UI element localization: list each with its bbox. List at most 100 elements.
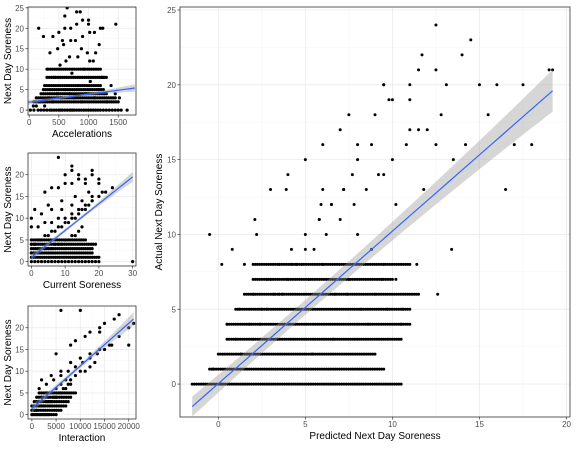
data-point [232, 322, 236, 326]
data-point [408, 83, 412, 87]
data-point [293, 262, 297, 266]
data-point [86, 108, 91, 112]
data-point [309, 277, 313, 281]
data-point [289, 277, 293, 281]
data-point [360, 382, 364, 386]
data-point [29, 225, 33, 229]
data-point [347, 352, 351, 356]
data-point [65, 7, 69, 10]
data-point [251, 292, 255, 296]
data-point [410, 292, 414, 296]
y-tick-label: 5 [172, 305, 177, 314]
data-point [64, 395, 68, 399]
data-point [379, 382, 383, 386]
data-point [249, 367, 253, 371]
data-point [397, 382, 401, 386]
data-point [71, 96, 76, 100]
data-point [31, 104, 35, 108]
data-point [63, 83, 67, 88]
data-point [353, 337, 357, 341]
data-point [313, 277, 317, 281]
data-point [54, 83, 58, 88]
data-point [75, 108, 79, 112]
data-point [269, 307, 273, 311]
data-point [85, 83, 89, 88]
data-point [364, 322, 368, 326]
confidence-band [28, 84, 135, 105]
data-point [65, 242, 69, 246]
data-point [382, 83, 386, 87]
data-point [256, 337, 260, 341]
data-point [388, 262, 392, 266]
data-point [86, 18, 91, 22]
data-point [89, 96, 93, 100]
data-point [29, 242, 33, 246]
data-point [64, 88, 68, 92]
data-point [284, 292, 288, 296]
data-point [89, 242, 93, 246]
data-point [329, 203, 333, 207]
data-point [371, 367, 375, 371]
data-point [265, 382, 269, 386]
data-point [94, 83, 98, 88]
panel-predicted: 0 5 10 15 20 0 5 10 15 20 25 Predicted Next Day Sor… [154, 6, 572, 442]
data-point [79, 47, 84, 51]
data-point [417, 128, 421, 132]
data-point [221, 352, 225, 356]
data-point [353, 382, 357, 386]
y-tick-label: 10 [15, 214, 24, 223]
data-point [274, 352, 278, 356]
data-point [368, 262, 372, 266]
data-point [73, 391, 78, 395]
data-point [359, 277, 363, 281]
data-point [267, 262, 271, 266]
data-point [397, 322, 401, 326]
data-point [76, 96, 80, 100]
data-point [326, 292, 330, 296]
data-point [44, 88, 48, 92]
y-tick-label: 25 [167, 6, 176, 15]
data-point [63, 220, 67, 225]
data-point [63, 108, 67, 112]
data-point [331, 352, 335, 356]
data-point [30, 404, 34, 408]
data-point [401, 292, 405, 296]
data-point [50, 260, 54, 264]
data-point [351, 277, 355, 281]
data-point [384, 262, 388, 266]
data-point [234, 307, 238, 311]
data-point [291, 307, 295, 311]
data-point [70, 203, 74, 207]
data-point [328, 292, 332, 296]
data-point [335, 337, 339, 341]
data-point [239, 382, 243, 386]
data-point [346, 337, 350, 341]
data-point [37, 26, 41, 30]
data-point [271, 292, 275, 296]
data-point [321, 143, 325, 147]
data-point [36, 96, 41, 100]
data-point [370, 337, 374, 341]
data-point [351, 322, 355, 326]
data-point [117, 96, 121, 100]
data-point [69, 75, 73, 79]
data-point [52, 100, 56, 104]
data-point [390, 292, 394, 296]
data-point [399, 292, 403, 296]
data-point [320, 382, 324, 386]
data-point [373, 307, 377, 311]
data-point [521, 83, 525, 87]
data-point [76, 75, 80, 79]
data-point [415, 262, 419, 266]
data-point [117, 334, 121, 339]
data-point [392, 307, 396, 311]
data-point [102, 321, 107, 325]
data-point [245, 382, 249, 386]
data-point [53, 260, 57, 264]
data-point [43, 104, 47, 108]
data-point [256, 277, 260, 281]
data-point [280, 337, 284, 341]
data-point [78, 83, 82, 88]
data-point [355, 382, 359, 386]
data-point [313, 337, 317, 341]
